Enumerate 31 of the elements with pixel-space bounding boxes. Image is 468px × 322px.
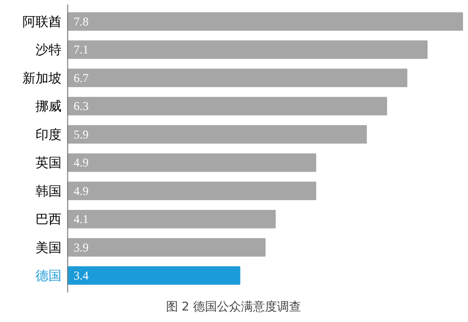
y-tick-label: 阿联酋 — [22, 14, 62, 29]
data-label: 7.8 — [74, 14, 89, 28]
y-tick-label: 美国 — [36, 240, 62, 255]
y-tick-label: 沙特 — [36, 42, 62, 58]
bar — [67, 125, 367, 144]
y-tick-label: 新加坡 — [22, 70, 62, 86]
text: 图 2 德国公众满意度调查 — [166, 300, 302, 314]
data-label: 7.1 — [74, 42, 89, 57]
bar — [67, 68, 408, 88]
data-label: 5.9 — [74, 127, 89, 142]
data-label: 4.1 — [74, 212, 89, 226]
y-tick-label: 印度 — [36, 126, 62, 142]
bar — [67, 266, 240, 285]
bar — [67, 153, 316, 172]
bar — [67, 210, 276, 228]
bar — [67, 12, 464, 31]
data-label: 6.7 — [74, 70, 89, 85]
bar — [67, 182, 316, 200]
data-label: 4.9 — [74, 156, 89, 170]
y-tick-label: 韩国 — [36, 183, 62, 198]
bar — [67, 40, 428, 59]
y-tick-label: 巴西 — [36, 212, 62, 227]
data-label: 3.9 — [74, 240, 89, 254]
data-label: 4.9 — [74, 184, 89, 198]
data-label: 6.3 — [74, 99, 89, 114]
data-label: 3.4 — [74, 268, 89, 283]
bar — [67, 238, 266, 257]
bar — [67, 96, 388, 116]
y-tick-label: 挪威 — [36, 98, 62, 114]
y-tick-label: 英国 — [36, 155, 62, 170]
y-tick-label: 德国 — [36, 268, 62, 284]
